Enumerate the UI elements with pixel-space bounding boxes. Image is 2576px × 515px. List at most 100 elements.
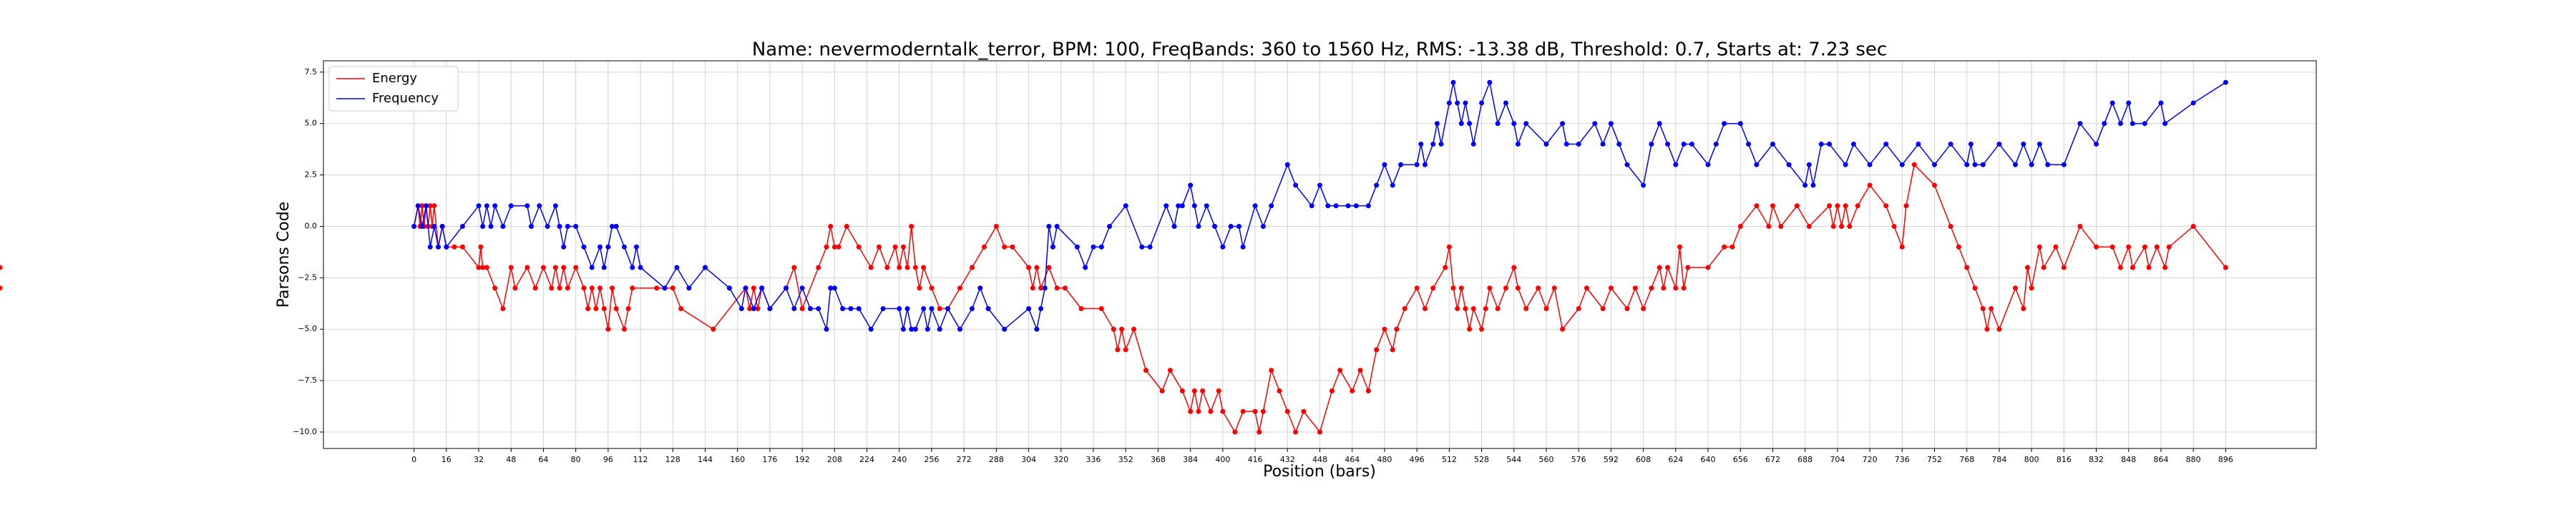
data-point [977,285,983,291]
data-point [1827,203,1833,209]
data-point [929,285,935,291]
data-point [2045,162,2051,167]
data-point [2021,141,2026,147]
data-point [755,305,761,311]
data-point [2190,100,2196,106]
data-point [957,326,963,332]
data-point [831,285,837,291]
data-point [816,305,821,311]
x-tick-label: 32 [474,455,484,464]
data-point [1867,162,1873,167]
data-point [1511,265,1517,270]
data-point [435,244,441,250]
data-point [1078,305,1084,311]
data-point [2029,162,2034,167]
data-point [1200,388,1206,393]
x-tick-label: 864 [2153,455,2168,464]
data-point [1098,244,1104,250]
data-point [1729,244,1735,250]
plot-frame [323,60,2317,449]
data-point [1972,162,1978,167]
data-point [937,326,942,332]
data-point [1463,305,1468,311]
data-point [1269,368,1274,373]
data-point [557,285,562,291]
data-point [791,265,797,270]
data-point [662,285,668,291]
data-point [1196,408,1201,414]
x-tick-label: 688 [1797,455,1813,464]
data-point [2029,285,2034,291]
x-tick-label: 704 [1830,455,1845,464]
data-point [2223,265,2228,270]
data-point [1681,285,1687,291]
data-point [605,244,611,250]
data-point [1980,305,1986,311]
data-point [880,305,886,311]
data-point [1839,223,1845,229]
data-point [831,244,837,250]
data-point [921,305,927,311]
data-point [537,203,542,209]
data-point [1867,182,1873,188]
data-point [1847,223,1853,229]
data-point [525,203,530,209]
data-point [726,285,732,291]
y-tick-label: 7.5 [305,67,318,77]
data-point [1054,223,1060,229]
x-tick-label: 832 [2089,455,2104,464]
data-point [2190,223,2196,229]
data-point [1228,223,1234,229]
data-point [900,326,906,332]
data-point [1455,100,1460,106]
data-point [545,223,550,229]
data-point [1293,429,1299,435]
data-point [597,244,603,250]
data-point [799,285,805,291]
x-tick-label: 272 [957,455,972,464]
data-point [1778,223,1784,229]
data-point [1641,305,1646,311]
data-point [856,244,862,250]
data-point [2126,244,2132,250]
data-point [1179,388,1185,393]
data-point [1827,141,1833,147]
x-tick-label: 800 [2024,455,2039,464]
data-point [678,305,684,311]
data-point [1713,141,1719,147]
x-tick-label: 192 [795,455,810,464]
data-point [1284,408,1290,414]
data-point [1220,244,1226,250]
data-point [2154,244,2160,250]
data-point [1563,141,1569,147]
data-point [2109,100,2115,106]
data-point [1972,285,1978,291]
data-point [1483,305,1488,311]
data-point [1737,121,1743,127]
x-tick-label: 352 [1118,455,1133,464]
x-tick-label: 176 [762,455,777,464]
data-point [1673,285,1679,291]
data-point [1722,244,1727,250]
y-tick-label: −2.5 [298,273,317,282]
y-tick-label: −7.5 [298,376,317,385]
data-point [1317,182,1322,188]
x-tick-label: 336 [1086,455,1101,464]
data-point [1984,326,1990,332]
data-point [630,285,635,291]
data-point [921,265,927,270]
data-point [1357,368,1363,373]
data-point [1948,141,1953,147]
data-point [610,223,615,229]
data-point [1450,285,1456,291]
data-point [459,223,465,229]
data-point [1932,162,1938,167]
data-point [1624,162,1630,167]
data-point [478,244,484,250]
data-point [1576,141,1581,147]
data-point [2036,244,2042,250]
y-tick-label: 0.0 [305,221,318,230]
data-point [884,265,890,270]
data-point [1111,326,1116,332]
data-point [1786,162,1792,167]
